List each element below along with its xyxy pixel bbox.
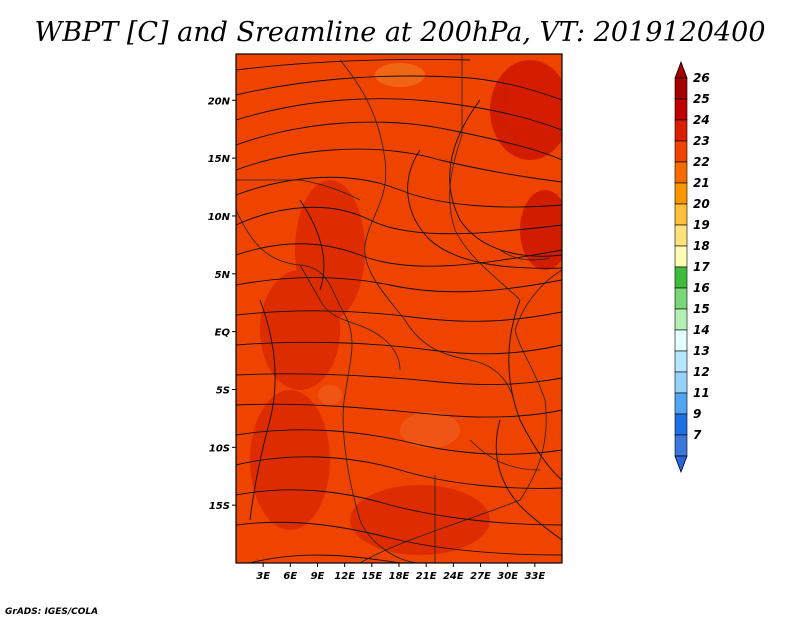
y-tick-label: 10S: [209, 443, 230, 454]
colorbar-label: 22: [693, 155, 710, 169]
x-tick-label: 3E: [256, 571, 270, 582]
colorbar-swatch: [674, 434, 688, 457]
colorbar-label: 20: [693, 197, 710, 211]
x-tick-label: 6E: [283, 571, 297, 582]
colorbar-swatch: [674, 392, 688, 415]
colorbar-label: 12: [693, 365, 710, 379]
x-tick-label: 21E: [416, 571, 437, 582]
colorbar-label: 17: [693, 260, 710, 274]
x-tick-label: 18E: [389, 571, 410, 582]
colorbar-swatch: [674, 245, 688, 268]
colorbar-label: 26: [693, 71, 710, 85]
colorbar-swatch: [674, 224, 688, 247]
colorbar-swatch: [674, 203, 688, 226]
colorbar-label: 13: [693, 344, 710, 358]
x-tick-label: 12E: [334, 571, 355, 582]
colorbar-swatch: [674, 98, 688, 121]
colorbar-swatch: [674, 161, 688, 184]
colorbar-swatch: [674, 413, 688, 436]
colorbar-label: 15: [693, 302, 710, 316]
colorbar-label: 23: [693, 134, 710, 148]
x-tick-label: 15E: [361, 571, 382, 582]
x-tick-label: 30E: [497, 571, 518, 582]
colorbar-bottom-arrow: [674, 455, 688, 474]
colorbar-label: 21: [693, 176, 710, 190]
colorbar-label: 16: [693, 281, 710, 295]
x-tick-label: 9E: [311, 571, 325, 582]
y-axis-ticks: 20N 15N 10N 5N EQ 5S 10S 15S: [208, 96, 236, 512]
colorbar-swatch: [674, 308, 688, 331]
colorbar-swatch: [674, 119, 688, 142]
y-tick-label: 20N: [208, 96, 231, 107]
colorbar-label: 7: [693, 428, 702, 442]
colorbar-swatch: [674, 140, 688, 163]
colorbar-top-arrow: [674, 60, 688, 79]
colorbar-swatch: [674, 77, 688, 100]
colorbar-label: 18: [693, 239, 710, 253]
y-tick-label: 15S: [209, 501, 230, 512]
x-axis-ticks: 3E 6E 9E 12E 15E 18E 21E 24E 27E 30E 33E: [256, 563, 545, 582]
colorbar-label: 24: [693, 113, 710, 127]
x-tick-label: 24E: [443, 571, 464, 582]
colorbar-swatch: [674, 329, 688, 352]
colorbar-label: 14: [693, 323, 710, 337]
colorbar-label: 19: [693, 218, 710, 232]
y-tick-label: 10N: [208, 212, 231, 223]
colorbar-label: 9: [693, 407, 701, 421]
credit-label: GrADS: IGES/COLA: [5, 607, 98, 617]
colorbar-swatch: [674, 350, 688, 373]
colorbar-label: 11: [693, 386, 710, 400]
x-tick-label: 27E: [470, 571, 491, 582]
colorbar-swatch: [674, 371, 688, 394]
colorbar-swatch: [674, 266, 688, 289]
chart-title: WBPT [C] and Sreamline at 200hPa, VT: 20…: [35, 17, 766, 48]
y-tick-label: 5N: [215, 270, 231, 281]
y-tick-label: EQ: [215, 328, 231, 339]
streamlines: [236, 59, 562, 563]
colorbar: 26 25 24 23 22 21 20 19 18 17 16 15 14 13 12 11 9 7: [674, 60, 710, 474]
x-tick-label: 33E: [524, 571, 545, 582]
y-tick-label: 15N: [208, 154, 231, 165]
colorbar-swatch: [674, 287, 688, 310]
colorbar-swatch: [674, 182, 688, 205]
colorbar-label: 25: [693, 92, 710, 106]
y-tick-label: 5S: [216, 385, 230, 396]
borders: [236, 55, 562, 563]
map-panel: 3E 6E 9E 12E 15E 18E 21E 24E 27E 30E 33E 20N 15N 10N…: [208, 53, 563, 582]
